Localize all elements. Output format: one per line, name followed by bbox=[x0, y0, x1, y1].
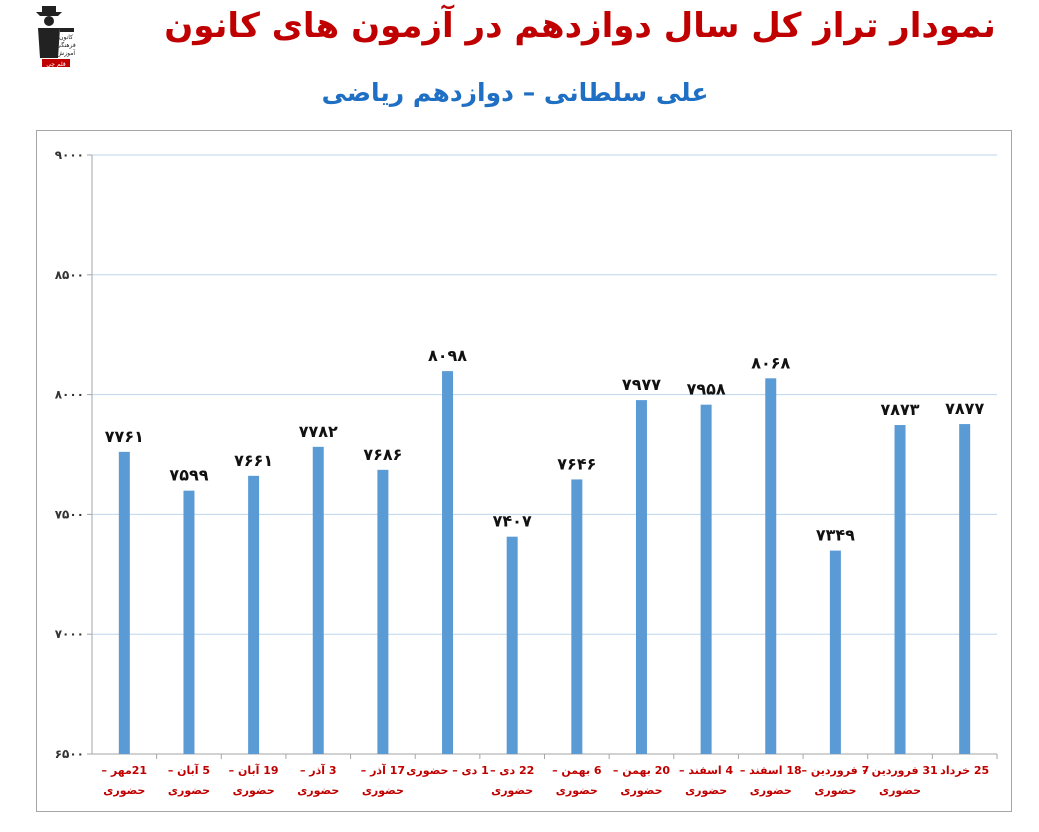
x-tick-label: 21مهر – bbox=[102, 764, 148, 777]
bar bbox=[829, 550, 841, 754]
logo-line-1: کانون bbox=[59, 34, 73, 41]
y-tick-label: ۸۵۰۰ bbox=[55, 268, 84, 282]
x-tick-label: حضوری bbox=[233, 784, 275, 797]
chart-area: ۶۵۰۰ ۷۰۰۰ ۷۵۰۰ ۸۰۰۰ ۸۵۰۰ ۹۰۰۰ ۷۷۶۱ 21مهر – حضوری… bbox=[36, 130, 1012, 812]
bar bbox=[118, 451, 130, 754]
data-label: ۷۶۶۱ bbox=[234, 451, 273, 470]
x-tick-label: 6 بهمن – bbox=[552, 764, 602, 777]
bar bbox=[506, 536, 518, 754]
y-tick-label: ۷۵۰۰ bbox=[55, 507, 84, 521]
data-label: ۷۸۷۷ bbox=[945, 399, 984, 418]
x-tick-label: حضوری bbox=[297, 784, 339, 797]
x-tick-label: 20 بهمن – bbox=[613, 764, 670, 777]
bar bbox=[700, 404, 712, 754]
data-label: ۷۷۸۲ bbox=[299, 422, 338, 441]
x-tick-label: حضوری bbox=[103, 784, 145, 797]
data-label: ۸۰۶۸ bbox=[751, 353, 790, 372]
bar bbox=[959, 424, 971, 754]
x-tick-label: 22 دی – bbox=[490, 764, 534, 777]
x-tick-label: حضوری bbox=[362, 784, 404, 797]
bar bbox=[765, 378, 777, 754]
data-label: ۷۳۴۹ bbox=[816, 526, 855, 545]
x-tick-label: 17 آذر – bbox=[361, 763, 405, 777]
bar bbox=[635, 400, 647, 754]
y-tick-label: ۸۰۰۰ bbox=[55, 388, 84, 402]
x-tick-label: 4 اسفند – bbox=[679, 764, 734, 777]
x-tick-label: 1 دی – حضوری bbox=[406, 764, 488, 777]
x-tick-label: حضوری bbox=[750, 784, 792, 797]
chart-subtitle: علی سلطانی – دوازدهم ریاضی bbox=[321, 78, 709, 107]
x-tick-label: حضوری bbox=[879, 784, 921, 797]
x-tick-label: حضوری bbox=[814, 784, 856, 797]
data-label: ۷۷۶۱ bbox=[105, 427, 144, 446]
bar bbox=[442, 371, 454, 754]
y-tick-label: ۷۰۰۰ bbox=[55, 627, 84, 641]
x-tick-label: حضوری bbox=[685, 784, 727, 797]
bar bbox=[377, 469, 389, 754]
bar bbox=[248, 475, 260, 754]
data-label: ۷۹۷۷ bbox=[622, 375, 661, 394]
data-label: ۸۰۹۸ bbox=[428, 346, 467, 365]
bar-chart: ۶۵۰۰ ۷۰۰۰ ۷۵۰۰ ۸۰۰۰ ۸۵۰۰ ۹۰۰۰ ۷۷۶۱ 21مهر – حضوری… bbox=[55, 148, 998, 797]
bar bbox=[894, 425, 906, 754]
y-tick-label: ۶۵۰۰ bbox=[55, 747, 84, 761]
x-tick-label: 19 آبان – bbox=[229, 763, 279, 777]
kanoon-logo: کانون فرهنگی آموزش قلم چی bbox=[36, 6, 76, 68]
bar bbox=[312, 446, 324, 754]
bar bbox=[571, 479, 583, 754]
data-label: ۷۶۸۶ bbox=[363, 445, 402, 464]
data-label: ۷۵۹۹ bbox=[169, 466, 208, 485]
data-label: ۷۸۷۳ bbox=[881, 400, 920, 419]
chart-title: نمودار تراز کل سال دوازدهم در آزمون های … bbox=[164, 6, 996, 46]
x-tick-label: 5 آبان – bbox=[168, 763, 210, 777]
y-tick-label: ۹۰۰۰ bbox=[55, 148, 84, 162]
logo-line-2: فرهنگی bbox=[56, 41, 76, 49]
x-tick-label: حضوری bbox=[491, 784, 533, 797]
x-tick-label: حضوری bbox=[168, 784, 210, 797]
x-tick-label: حضوری bbox=[556, 784, 598, 797]
logo-line-3: آموزش bbox=[57, 48, 76, 57]
x-tick-label: حضوری bbox=[620, 784, 662, 797]
data-label: ۷۹۵۸ bbox=[687, 380, 726, 399]
logo-badge: قلم چی bbox=[46, 61, 66, 68]
data-label: ۷۶۴۶ bbox=[557, 454, 596, 473]
x-tick-label: 3 آذر – bbox=[300, 763, 337, 777]
data-label: ۷۴۰۷ bbox=[493, 512, 532, 531]
x-tick-label: 31 فروردین – bbox=[862, 764, 937, 777]
bar bbox=[183, 490, 195, 754]
x-tick-label: 25 خرداد bbox=[940, 764, 989, 777]
x-tick-label: 7 فروردین – bbox=[802, 764, 870, 777]
x-tick-label: 18 اسفند – bbox=[740, 764, 802, 777]
